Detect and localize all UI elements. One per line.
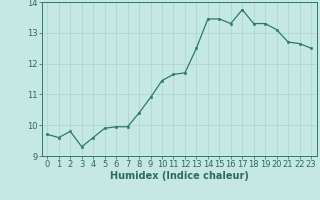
X-axis label: Humidex (Indice chaleur): Humidex (Indice chaleur) [110, 171, 249, 181]
